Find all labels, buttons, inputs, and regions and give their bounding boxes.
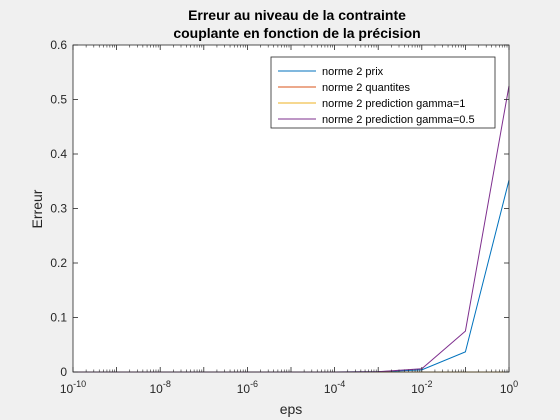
x-tick-label: 10-2 (411, 379, 432, 396)
y-axis-label: Erreur (29, 189, 45, 228)
chart-title-line1: Erreur au niveau de la contrainte (188, 7, 406, 23)
legend-label-3: norme 2 prediction gamma=1 (322, 98, 465, 110)
x-tick-label: 10-4 (324, 379, 345, 396)
y-axis-ticks: 0 0.1 0.2 0.3 0.4 0.5 0.6 (50, 38, 509, 379)
y-tick-label: 0.3 (50, 202, 67, 216)
legend: norme 2 prix norme 2 quantites norme 2 pre… (270, 56, 496, 129)
y-tick-label: 0 (60, 365, 67, 379)
y-tick-label: 0.6 (50, 38, 67, 52)
chart-title-line2: couplante en fonction de la précision (173, 25, 420, 41)
legend-label-1: norme 2 prix (322, 66, 384, 78)
legend-label-2: norme 2 quantites (322, 82, 411, 94)
y-tick-label: 0.2 (50, 256, 67, 270)
x-tick-label: 100 (500, 379, 518, 396)
x-axis-label: eps (280, 401, 303, 417)
y-tick-label: 0.1 (50, 311, 67, 325)
x-tick-label: 10-6 (237, 379, 258, 396)
x-tick-label: 10-10 (60, 379, 86, 396)
legend-label-4: norme 2 prediction gamma=0.5 (322, 114, 475, 126)
legend-entries: norme 2 prix norme 2 quantites norme 2 pre… (278, 66, 475, 126)
legend-box (270, 56, 496, 129)
x-axis-ticks: 10-10 10-8 10-6 10-4 10-2 100 (60, 45, 518, 396)
y-tick-label: 0.4 (50, 147, 67, 161)
x-tick-label: 10-8 (150, 379, 171, 396)
y-tick-label: 0.5 (50, 93, 67, 107)
